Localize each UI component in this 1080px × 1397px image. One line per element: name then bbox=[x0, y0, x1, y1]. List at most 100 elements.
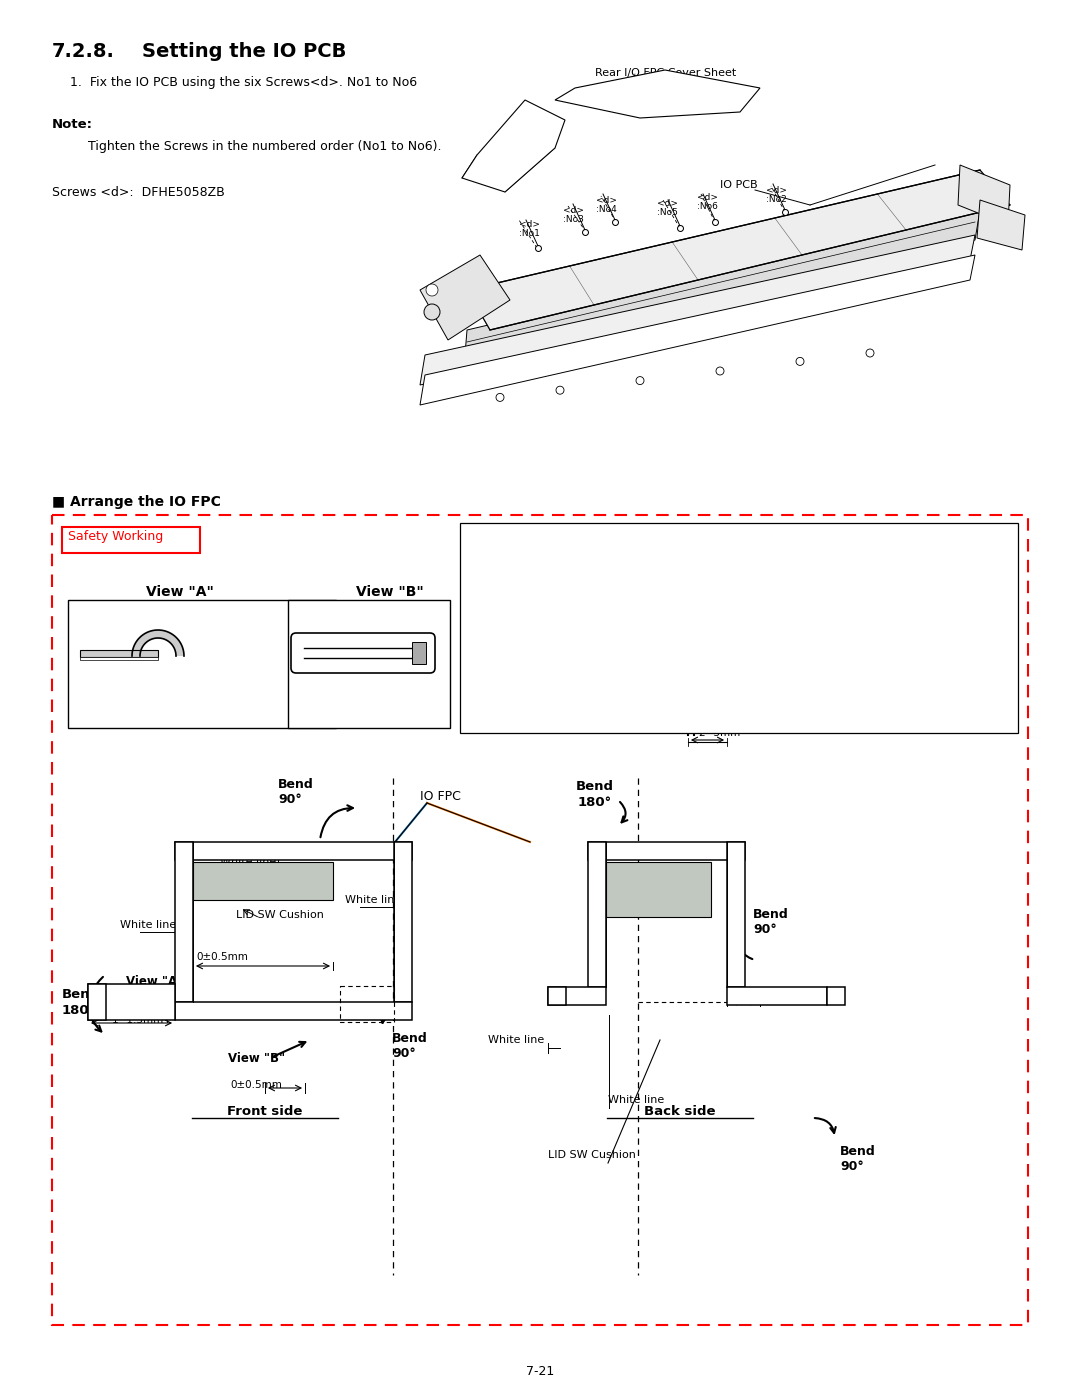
Text: 0±0.5mm: 0±0.5mm bbox=[230, 1080, 282, 1090]
Circle shape bbox=[496, 394, 504, 401]
Text: 1.  Fix the IO PCB using the six Screws<d>. No1 to No6: 1. Fix the IO PCB using the six Screws<d… bbox=[70, 75, 417, 89]
Polygon shape bbox=[555, 70, 760, 117]
Text: White line: White line bbox=[220, 856, 276, 868]
Text: Bend: Bend bbox=[576, 780, 615, 793]
Text: 3.  For bending point, it should be within 0.5mm from: 3. For bending point, it should be withi… bbox=[470, 594, 768, 604]
Bar bbox=[80, 650, 158, 657]
Circle shape bbox=[426, 284, 438, 296]
Text: Back side: Back side bbox=[645, 1105, 716, 1118]
Bar bbox=[193, 862, 333, 900]
Polygon shape bbox=[465, 210, 980, 355]
Polygon shape bbox=[958, 165, 1010, 225]
Text: View "A": View "A" bbox=[126, 975, 184, 988]
Polygon shape bbox=[420, 235, 975, 386]
Text: White line: White line bbox=[120, 921, 176, 930]
Text: White line: White line bbox=[650, 852, 706, 862]
Text: White line: White line bbox=[608, 1095, 664, 1105]
Bar bbox=[52, 515, 1028, 1324]
Bar bbox=[548, 988, 566, 1004]
Polygon shape bbox=[420, 256, 510, 339]
Text: <d>: <d> bbox=[766, 186, 787, 196]
Text: 1.  Inside of bending should be from R0.5mm to: 1. Inside of bending should be from R0.5… bbox=[470, 548, 737, 557]
Circle shape bbox=[866, 349, 874, 358]
Text: 7-21: 7-21 bbox=[526, 1365, 554, 1377]
Text: IO FPC: IO FPC bbox=[102, 608, 138, 617]
Bar bbox=[606, 862, 711, 916]
Text: IO PCB: IO PCB bbox=[720, 180, 758, 190]
Bar bbox=[87, 983, 106, 1020]
Text: IO FPC: IO FPC bbox=[310, 608, 347, 617]
Text: Bend: Bend bbox=[278, 778, 314, 791]
Bar bbox=[80, 657, 158, 659]
Text: White line: White line bbox=[345, 895, 402, 905]
Text: View "B": View "B" bbox=[356, 585, 423, 599]
Circle shape bbox=[636, 377, 644, 384]
Text: Attention when bending the FPC: Attention when bending the FPC bbox=[470, 529, 661, 543]
Bar bbox=[460, 522, 1018, 733]
Bar bbox=[548, 988, 606, 1004]
Text: 0~0.5mm: 0~0.5mm bbox=[760, 992, 812, 1002]
Bar bbox=[175, 1002, 411, 1020]
Text: Rear I/O FPC Cover Sheet: Rear I/O FPC Cover Sheet bbox=[595, 68, 737, 78]
Text: 90°: 90° bbox=[278, 793, 301, 806]
Text: 7.2.8.: 7.2.8. bbox=[52, 42, 114, 61]
Text: 90°: 90° bbox=[392, 1046, 416, 1060]
Text: IO FPC: IO FPC bbox=[420, 789, 461, 803]
Text: Note:: Note: bbox=[52, 117, 93, 131]
Text: Front side: Front side bbox=[227, 1105, 302, 1118]
Text: Bend: Bend bbox=[753, 908, 788, 921]
Bar bbox=[588, 842, 745, 861]
Text: :No4: :No4 bbox=[596, 205, 617, 214]
Circle shape bbox=[556, 386, 564, 394]
Text: Cushion: Cushion bbox=[298, 692, 342, 703]
Polygon shape bbox=[420, 256, 975, 405]
Text: :No6: :No6 bbox=[697, 203, 718, 211]
Bar bbox=[87, 983, 175, 1020]
Text: :No1: :No1 bbox=[519, 229, 540, 237]
Text: R1mm.: R1mm. bbox=[478, 562, 532, 571]
Text: 0±0.3mm: 0±0.3mm bbox=[96, 685, 148, 694]
Polygon shape bbox=[977, 200, 1025, 250]
Text: Tighten the Screws in the numbered order (No1 to No6).: Tighten the Screws in the numbered order… bbox=[87, 140, 442, 154]
Text: <No good>: <No good> bbox=[828, 627, 921, 643]
Text: the white line unless there is a regulation.: the white line unless there is a regulat… bbox=[478, 608, 727, 617]
Text: 0±0.5mm: 0±0.5mm bbox=[195, 951, 248, 963]
Bar bbox=[727, 988, 827, 1004]
Circle shape bbox=[796, 358, 804, 366]
Bar bbox=[727, 842, 745, 988]
Bar bbox=[68, 599, 336, 728]
Bar bbox=[588, 842, 606, 988]
Text: <d>: <d> bbox=[563, 205, 584, 215]
Circle shape bbox=[716, 367, 724, 374]
Text: R1.5~2.5mm: R1.5~2.5mm bbox=[165, 615, 234, 624]
Text: :No2: :No2 bbox=[766, 196, 786, 204]
Text: <d>: <d> bbox=[596, 196, 617, 205]
Text: View "B": View "B" bbox=[228, 1052, 285, 1065]
Text: View "A": View "A" bbox=[146, 585, 214, 599]
Text: :No3: :No3 bbox=[563, 215, 584, 224]
Text: Bend: Bend bbox=[62, 988, 100, 1002]
Text: 180°: 180° bbox=[62, 1004, 96, 1017]
Text: <d>: <d> bbox=[697, 193, 718, 203]
Text: LID SW: LID SW bbox=[298, 680, 338, 690]
Bar bbox=[175, 842, 411, 861]
Text: LID SW Cushion: LID SW Cushion bbox=[548, 1150, 636, 1160]
Bar bbox=[175, 842, 193, 1002]
Text: Setting the IO PCB: Setting the IO PCB bbox=[141, 42, 347, 61]
Text: R0.5~1.0mm: R0.5~1.0mm bbox=[735, 636, 805, 645]
Text: Screws <d>:  DFHE5058ZB: Screws <d>: DFHE5058ZB bbox=[52, 186, 225, 198]
Bar bbox=[411, 643, 426, 664]
Text: Bend: Bend bbox=[840, 1146, 876, 1158]
Bar bbox=[62, 527, 200, 553]
Text: Bend: Bend bbox=[392, 1032, 428, 1045]
Text: 1~1.5mm↑: 1~1.5mm↑ bbox=[112, 1016, 173, 1025]
Text: 2~3mm: 2~3mm bbox=[698, 728, 740, 738]
Text: <d>: <d> bbox=[519, 219, 540, 229]
Circle shape bbox=[424, 305, 440, 320]
Text: :No5: :No5 bbox=[657, 208, 678, 217]
FancyBboxPatch shape bbox=[291, 633, 435, 673]
Text: ■ Arrange the IO FPC: ■ Arrange the IO FPC bbox=[52, 495, 221, 509]
Text: 2.  Do not mistake the direction of bending.: 2. Do not mistake the direction of bendi… bbox=[470, 578, 714, 588]
Bar bbox=[827, 988, 845, 1004]
Text: <d>: <d> bbox=[657, 198, 678, 208]
